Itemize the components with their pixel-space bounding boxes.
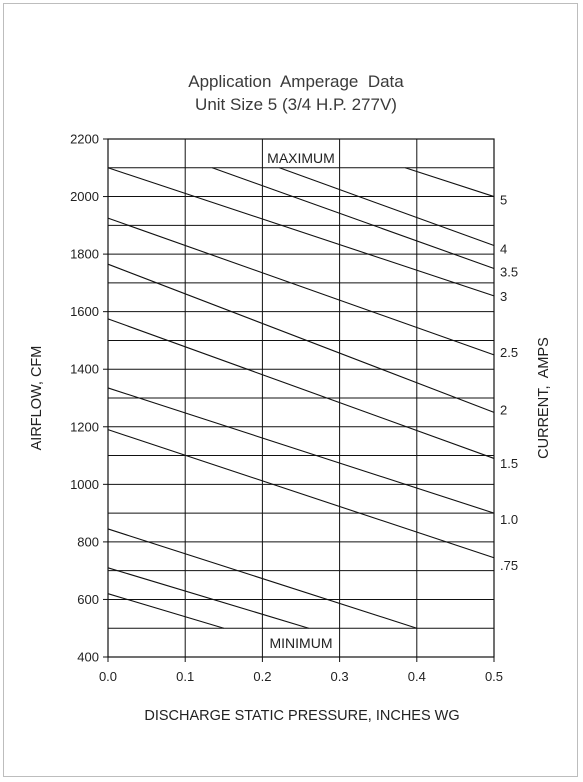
y-tick-label-1200: 1200 — [70, 419, 99, 434]
x-axis-label: DISCHARGE STATIC PRESSURE, INCHES WG — [144, 708, 459, 724]
grid — [108, 139, 494, 657]
current-label-2: 2 — [500, 403, 507, 418]
x-tick-label-0.0: 0.0 — [99, 669, 117, 684]
chart-title: Application Amperage Data — [188, 72, 404, 91]
current-labels: 5 4 3.5 3 2.5 2 1.5 1.0 .75 — [500, 192, 518, 572]
amp-line-unlabeled-9 — [107, 528, 417, 629]
amp-line-2 — [107, 263, 495, 413]
current-label-1p5: 1.5 — [500, 456, 518, 471]
y-tick-label-1600: 1600 — [70, 304, 99, 319]
current-label-p75: .75 — [500, 558, 518, 573]
amp-line-5 — [405, 167, 495, 198]
amp-line-3 — [107, 167, 495, 297]
x-tick-label-0.3: 0.3 — [331, 669, 349, 684]
x-tick-label-0.4: 0.4 — [408, 669, 426, 684]
amp-line-4 — [279, 167, 495, 246]
current-label-2p5: 2.5 — [500, 345, 518, 360]
y-tick-label-2200: 2200 — [70, 132, 99, 147]
current-label-3: 3 — [500, 289, 507, 304]
y2-axis-label: CURRENT, AMPS — [536, 337, 552, 459]
y-tick-label-1800: 1800 — [70, 247, 99, 262]
y-tick-label-2000: 2000 — [70, 189, 99, 204]
current-label-5: 5 — [500, 192, 507, 207]
plot-frame — [107, 138, 495, 658]
x-tick-label-0.1: 0.1 — [176, 669, 194, 684]
amp-line-unlabeled-10 — [107, 567, 309, 629]
current-label-1p0: 1.0 — [500, 512, 518, 527]
current-label-4: 4 — [500, 241, 507, 256]
current-label-3p5: 3.5 — [500, 264, 518, 279]
x-tick-labels: 0.0 0.1 0.2 0.3 0.4 0.5 — [99, 657, 503, 684]
amp-line-1p5 — [107, 318, 495, 459]
amp-line-p75 — [107, 429, 495, 559]
amp-line-2p5 — [107, 217, 495, 356]
minimum-label: MINIMUM — [270, 635, 333, 651]
y-tick-label-400: 400 — [77, 650, 99, 665]
y-tick-label-600: 600 — [77, 592, 99, 607]
y-tick-label-800: 800 — [77, 534, 99, 549]
amp-line-1p0 — [107, 387, 495, 514]
chart-subtitle: Unit Size 5 (3/4 H.P. 277V) — [195, 95, 397, 114]
maximum-label: MAXIMUM — [267, 150, 335, 166]
y-tick-label-1400: 1400 — [70, 362, 99, 377]
x-tick-label-0.5: 0.5 — [485, 669, 503, 684]
page-frame — [3, 3, 578, 777]
x-tick-label-0.2: 0.2 — [253, 669, 271, 684]
series-group — [107, 167, 495, 629]
amp-line-unlabeled-11 — [107, 593, 224, 629]
y-tick-label-1000: 1000 — [70, 477, 99, 492]
y-tick-labels: 400 600 800 1000 1200 1400 1600 1800 2000 2200 — [70, 132, 108, 665]
amp-line-3p5 — [212, 167, 495, 270]
y-axis-label: AIRFLOW, CFM — [29, 346, 45, 451]
